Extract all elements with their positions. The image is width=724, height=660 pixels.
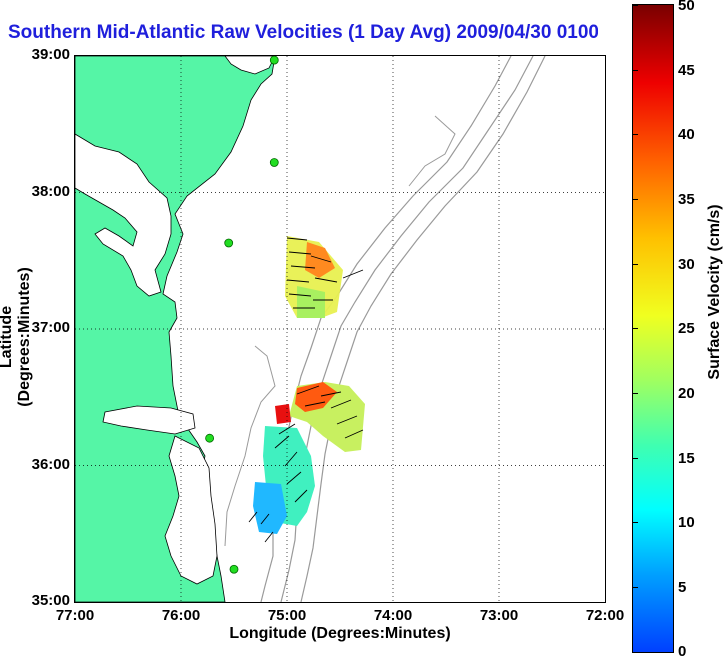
x-tick-72: 72:00 — [585, 607, 625, 624]
y-tick-36: 36:00 — [31, 456, 70, 473]
station-marker — [269, 158, 279, 167]
chesapeake-bay — [75, 133, 172, 297]
station-markers — [205, 56, 279, 574]
cb-mark — [633, 587, 638, 588]
velocity-field-north-teal — [297, 286, 325, 318]
cb-mark — [633, 199, 638, 200]
colorbar-tick-35: 35 — [678, 191, 695, 208]
x-tick-73: 73:00 — [479, 607, 519, 624]
colorbar-tick-45: 45 — [678, 62, 695, 79]
delaware-bay — [224, 56, 276, 75]
colorbar-tick-0: 0 — [678, 643, 687, 660]
colorbar-tick-20: 20 — [678, 385, 695, 402]
station-marker — [224, 238, 234, 248]
velocity-field-north-hot — [305, 242, 335, 278]
colorbar-tick-50: 50 — [678, 0, 695, 14]
gridlines — [75, 56, 605, 602]
cb-mark — [633, 264, 638, 265]
colorbar-tick-30: 30 — [678, 256, 695, 273]
x-axis-label: Longitude (Degrees:Minutes) — [229, 625, 451, 642]
cb-mark — [633, 458, 638, 459]
y-tick-35: 35:00 — [31, 592, 70, 609]
station-marker — [205, 433, 215, 443]
station-marker — [269, 56, 279, 65]
colorbar-tick-10: 10 — [678, 514, 695, 531]
velocity-field-south-hot — [295, 382, 337, 412]
cb-mark — [633, 5, 638, 6]
cb-mark — [633, 70, 638, 71]
cb-mark — [633, 393, 638, 394]
colorbar-tick-40: 40 — [678, 126, 695, 143]
map-plot — [74, 55, 606, 603]
velocity-field-south-red — [275, 404, 291, 424]
colorbar — [632, 4, 674, 653]
x-tick-77: 77:00 — [55, 607, 95, 624]
x-tick-76: 76:00 — [161, 607, 201, 624]
cb-mark — [633, 134, 638, 135]
colorbar-tick-15: 15 — [678, 450, 695, 467]
bathymetry-contour-3 — [300, 56, 546, 602]
cb-mark — [633, 522, 638, 523]
velocity-field-south-blue — [253, 482, 287, 534]
y-tick-38: 38:00 — [31, 183, 70, 200]
bathymetry-contour-5 — [224, 345, 276, 547]
chart-title-text: Southern Mid-Atlantic Raw Velocities (1 … — [8, 22, 628, 43]
y-axis-label: Latitude (Degrees:Minutes) — [0, 267, 33, 407]
pamlico-sound — [164, 435, 218, 585]
title-overlap — [598, 20, 633, 48]
chart-title: Southern Mid-Atlantic Raw Velocities (1 … — [8, 22, 628, 46]
bathymetry-contour-4 — [408, 115, 456, 187]
y-tick-39: 39:00 — [31, 46, 70, 63]
station-marker — [229, 564, 239, 574]
cb-mark — [633, 328, 638, 329]
colorbar-tick-25: 25 — [678, 320, 695, 337]
y-tick-37: 37:00 — [31, 319, 70, 336]
colorbar-tick-5: 5 — [678, 579, 687, 596]
x-tick-74: 74:00 — [373, 607, 413, 624]
x-tick-75: 75:00 — [267, 607, 307, 624]
albemarle-sound — [102, 405, 196, 435]
colorbar-label: Surface Velocity (cm/s) — [706, 204, 723, 380]
